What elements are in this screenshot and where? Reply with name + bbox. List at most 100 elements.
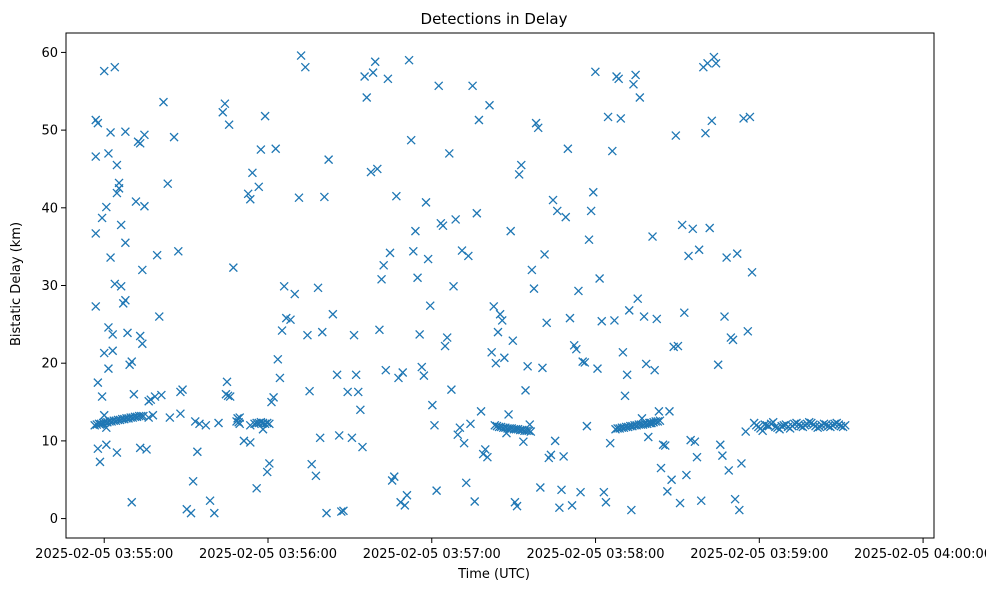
data-point <box>508 336 518 346</box>
data-point <box>537 363 547 373</box>
x-axis-label: Time (UTC) <box>457 567 530 582</box>
data-point <box>590 67 600 77</box>
data-point <box>461 478 471 488</box>
data-point <box>531 118 541 128</box>
data-point <box>430 420 439 430</box>
data-point <box>377 274 387 284</box>
data-point <box>694 245 704 255</box>
data-point <box>95 457 105 467</box>
data-point <box>679 308 689 318</box>
data-point <box>355 405 365 415</box>
data-point <box>466 419 475 429</box>
data-point <box>101 423 111 433</box>
data-point <box>620 391 630 401</box>
data-point <box>521 385 530 395</box>
data-point <box>112 188 122 198</box>
data-point <box>675 498 685 508</box>
data-point <box>103 364 113 374</box>
y-tick-label: 40 <box>41 201 58 216</box>
data-point <box>542 318 552 328</box>
data-point <box>665 406 674 416</box>
data-point <box>370 57 380 67</box>
data-point <box>192 447 202 457</box>
data-point <box>736 458 746 468</box>
data-point <box>159 97 168 107</box>
data-point <box>506 226 516 236</box>
data-point <box>423 254 433 264</box>
data-point <box>156 390 166 400</box>
data-point <box>338 506 348 516</box>
data-point <box>656 463 666 473</box>
data-point <box>482 452 492 462</box>
data-point <box>394 373 403 383</box>
data-point <box>804 417 814 427</box>
data-point <box>453 430 463 440</box>
data-point <box>139 130 149 140</box>
data-point <box>476 406 486 416</box>
data-point <box>724 465 734 475</box>
data-point <box>527 265 537 275</box>
data-point <box>516 160 526 170</box>
data-point <box>722 253 732 262</box>
data-point <box>254 182 264 192</box>
data-point <box>120 295 130 305</box>
data-point <box>358 442 367 452</box>
data-point <box>95 420 105 430</box>
data-point <box>650 365 660 375</box>
data-point <box>652 314 662 324</box>
y-tick-label: 0 <box>50 512 58 527</box>
data-point <box>655 416 665 426</box>
data-point <box>434 81 444 91</box>
data-point <box>588 187 598 197</box>
data-point <box>495 309 505 319</box>
data-point <box>169 132 179 142</box>
data-point <box>120 238 130 248</box>
data-point <box>605 438 615 448</box>
data-point <box>410 226 420 236</box>
data-point <box>580 357 590 367</box>
data-point <box>548 195 558 205</box>
data-point <box>421 197 431 207</box>
data-point <box>271 144 281 154</box>
data-point <box>235 413 245 423</box>
data-point <box>264 458 274 468</box>
y-axis-label: Bistatic Delay (km) <box>9 222 24 346</box>
data-point <box>188 476 198 486</box>
data-point <box>673 341 683 351</box>
data-point <box>112 160 122 170</box>
data-point <box>148 410 158 420</box>
data-point <box>595 274 605 283</box>
data-point <box>728 335 738 345</box>
data-point <box>417 362 427 372</box>
data-point <box>622 370 632 380</box>
data-point <box>533 123 543 133</box>
data-point <box>260 111 270 121</box>
data-point <box>135 331 145 341</box>
data-point <box>616 114 626 123</box>
data-point <box>446 385 456 395</box>
data-point <box>653 417 663 426</box>
data-point <box>432 486 442 496</box>
data-point <box>137 265 147 275</box>
data-point <box>819 419 829 429</box>
data-point <box>347 433 357 443</box>
data-point <box>101 202 111 212</box>
data-point <box>139 201 149 211</box>
data-point <box>258 424 268 434</box>
data-point <box>360 72 370 81</box>
axes: 0 10 20 30 40 50 60 2025-02-05 03:55:00 2025-02-… <box>35 46 986 562</box>
data-point <box>349 330 359 340</box>
data-point <box>91 228 101 238</box>
data-point <box>614 74 624 84</box>
data-point <box>438 221 448 231</box>
data-point <box>256 145 266 154</box>
data-point <box>103 148 113 158</box>
data-point <box>97 213 107 223</box>
data-point <box>468 81 478 91</box>
data-point <box>302 330 312 340</box>
data-point <box>709 52 719 62</box>
data-point <box>525 420 535 430</box>
data-point <box>324 155 334 165</box>
data-point <box>451 215 461 224</box>
data-point <box>645 418 655 428</box>
